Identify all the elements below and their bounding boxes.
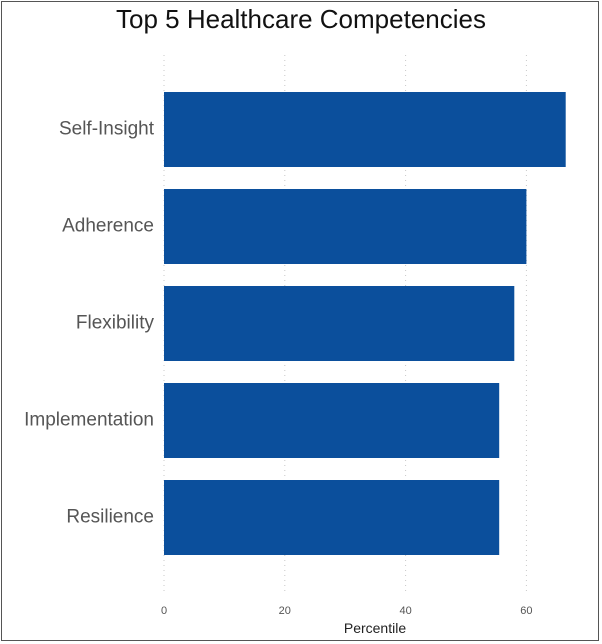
chart-title: Top 5 Healthcare Competencies	[116, 4, 486, 34]
x-tick-labels: 0 20 40 60	[161, 605, 533, 617]
bar-implementation	[164, 383, 500, 458]
bar-flexibility	[164, 286, 515, 361]
bar-adherence	[164, 189, 527, 264]
x-tick-label: 60	[520, 605, 532, 617]
bar-resilience	[164, 480, 500, 555]
category-label: Adherence	[62, 216, 154, 237]
x-tick-label: 0	[161, 605, 167, 617]
bars	[164, 92, 566, 555]
category-labels: Self-Insight Adherence Flexibility Implemen…	[24, 119, 155, 528]
x-axis-title: Percentile	[344, 620, 406, 636]
category-label: Implementation	[24, 410, 154, 431]
category-label: Self-Insight	[59, 119, 155, 140]
category-label: Flexibility	[76, 313, 155, 334]
category-label: Resilience	[66, 507, 154, 528]
x-tick-label: 40	[399, 605, 411, 617]
x-tick-label: 20	[279, 605, 291, 617]
bar-self-insight	[164, 92, 566, 167]
